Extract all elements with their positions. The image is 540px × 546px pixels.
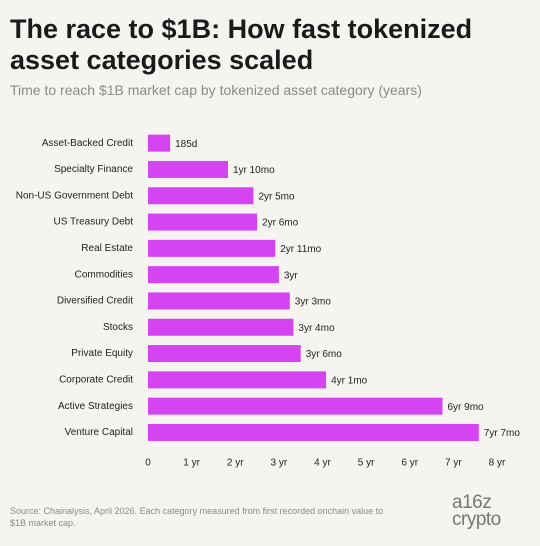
x-tick-label: 5 yr (358, 458, 375, 469)
value-label: 3yr 3mo (295, 297, 332, 308)
logo-text: crypto (452, 509, 501, 530)
x-tick-label: 4 yr (314, 458, 331, 469)
x-tick-label: 7 yr (445, 458, 462, 469)
bar (148, 187, 254, 205)
y-tick-label: Asset-Backed Credit (42, 138, 133, 149)
y-tick-label: Non-US Government Debt (16, 190, 133, 201)
x-tick-label: 2 yr (227, 458, 244, 469)
x-tick-label: 0 (145, 458, 151, 469)
x-tick-label: 6 yr (401, 458, 418, 469)
y-tick-label: Private Equity (71, 348, 133, 359)
value-label: 4yr 1mo (331, 375, 368, 386)
bar (148, 345, 301, 363)
source-note: Source: Chainalysis, April 2026. Each ca… (10, 506, 384, 528)
bar (148, 371, 327, 389)
chart-subtitle: Time to reach $1B market cap by tokenize… (10, 82, 422, 98)
y-tick-label: Diversified Credit (57, 296, 133, 307)
value-label: 3yr 6mo (306, 349, 343, 360)
bar (148, 160, 228, 178)
bar (148, 423, 479, 441)
y-tick-label: Venture Capital (65, 427, 133, 438)
bar (148, 318, 294, 336)
value-label: 2yr 6mo (262, 218, 299, 229)
x-tick-label: 1 yr (183, 458, 200, 469)
logo-text: a16z (452, 492, 492, 513)
bar (148, 134, 171, 152)
x-tick-label: 3 yr (271, 458, 288, 469)
y-tick-label: Stocks (103, 322, 133, 333)
value-label: 6yr 9mo (447, 402, 484, 413)
y-tick-label: Real Estate (81, 243, 133, 254)
value-label: 3yr (284, 270, 299, 281)
bar (148, 239, 276, 257)
value-label: 2yr 11mo (280, 244, 321, 255)
value-label: 1yr 10mo (233, 165, 275, 176)
y-tick-label: Commodities (75, 269, 133, 280)
y-tick-label: US Treasury Debt (54, 217, 134, 228)
value-label: 3yr 4mo (298, 323, 335, 334)
bar (148, 292, 290, 310)
value-label: 2yr 5mo (258, 191, 295, 202)
value-label: 7yr 7mo (484, 428, 521, 439)
value-label: 185d (175, 139, 197, 150)
x-tick-label: 8 yr (489, 458, 506, 469)
chart-title: The race to $1B: How fast tokenized asse… (10, 14, 473, 75)
y-tick-label: Specialty Finance (54, 164, 133, 175)
logo: a16z crypto (452, 492, 501, 530)
bar (148, 213, 258, 231)
bar (148, 397, 443, 415)
y-tick-label: Active Strategies (58, 401, 133, 412)
y-tick-label: Corporate Credit (59, 374, 133, 385)
bar (148, 266, 279, 284)
